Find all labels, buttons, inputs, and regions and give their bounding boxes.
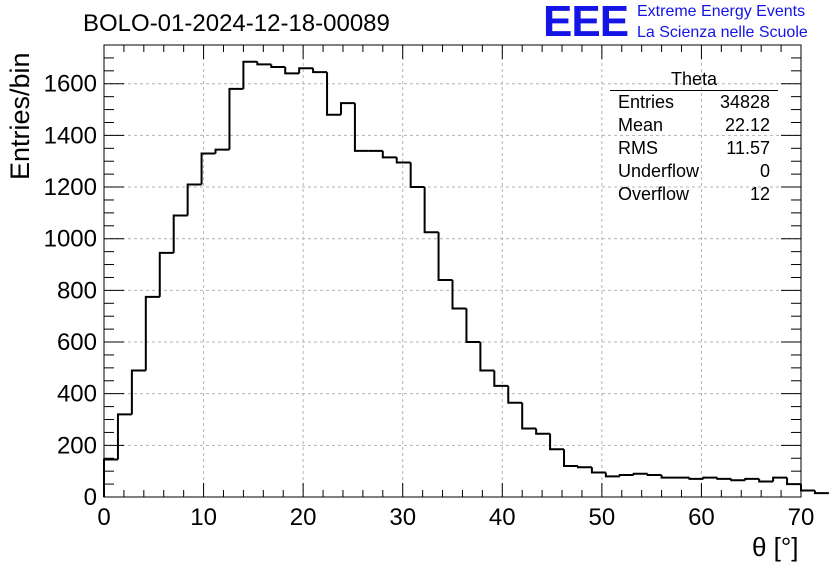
x-tick-label: 70 <box>788 504 815 531</box>
histogram-bin <box>772 476 788 482</box>
histogram-bin <box>353 103 369 152</box>
histogram-bin <box>632 472 648 476</box>
histogram-bin <box>646 473 662 477</box>
histogram-bin <box>716 477 732 480</box>
histogram-bin <box>214 148 230 154</box>
histogram-bin <box>130 369 146 415</box>
y-tick-label: 600 <box>57 329 97 356</box>
y-tick-label: 400 <box>57 381 97 408</box>
stats-label: Underflow <box>618 161 700 181</box>
histogram-bin <box>813 490 829 495</box>
histogram-bin <box>618 474 634 477</box>
histogram-bin <box>604 472 620 478</box>
stats-value: 34828 <box>719 92 770 112</box>
x-tick-label: 40 <box>489 504 516 531</box>
stats-label: Entries <box>618 92 675 112</box>
stats-row-rms: RMS 11.57 <box>610 137 778 160</box>
histogram-bin <box>688 477 704 480</box>
y-tick-label: 200 <box>57 432 97 459</box>
histogram-bin <box>103 458 118 497</box>
histogram-bin <box>242 60 258 89</box>
y-tick-label: 1200 <box>44 174 97 201</box>
histogram-bin <box>786 477 801 486</box>
y-tick-label: 1000 <box>44 226 97 253</box>
histogram-bin <box>312 68 328 74</box>
stats-box: Theta Entries 34828 Mean 22.12 RMS 11.57… <box>610 70 778 206</box>
histogram-bin <box>144 295 160 371</box>
chart-title: BOLO-01-2024-12-18-00089 <box>83 10 390 37</box>
histogram-bin <box>437 232 453 282</box>
histogram-bin <box>256 61 272 66</box>
histogram-bin <box>326 72 341 116</box>
stats-value: 0 <box>759 161 770 181</box>
histogram-bin <box>186 183 202 216</box>
stats-value: 11.57 <box>726 138 770 158</box>
histogram-bin <box>576 466 592 469</box>
histogram-bin <box>521 402 537 430</box>
histogram-bin <box>228 87 244 150</box>
x-tick-label: 0 <box>97 504 110 531</box>
histogram-bin <box>298 67 314 74</box>
logo-caption-line2: La Scienza nelle Scuole <box>637 24 808 41</box>
histogram-bin <box>284 66 300 75</box>
histogram-bin <box>381 150 397 159</box>
histogram-bin <box>409 162 425 189</box>
histogram-bin <box>200 152 216 185</box>
histogram-bin <box>423 187 439 234</box>
histogram-bin <box>549 433 565 451</box>
histogram-bin <box>563 449 578 468</box>
y-tick-label: 1400 <box>44 122 97 149</box>
stats-label: RMS <box>618 138 658 158</box>
y-tick-label: 1600 <box>44 71 97 98</box>
histogram-bin <box>493 370 509 387</box>
stats-row-mean: Mean 22.12 <box>610 114 778 137</box>
x-axis-label: θ [°] <box>752 532 799 562</box>
histogram-bin <box>451 280 467 310</box>
x-tick-label: 50 <box>589 504 616 531</box>
histogram-bin <box>465 308 481 344</box>
histogram-bin <box>116 413 132 460</box>
plot-frame <box>103 44 802 498</box>
stats-value: 12 <box>749 184 770 204</box>
histogram-bin <box>535 428 551 435</box>
x-tick-label: 60 <box>688 504 715 531</box>
stats-row-entries: Entries 34828 <box>610 91 778 114</box>
stats-title: Theta <box>610 70 778 91</box>
histogram-bin <box>479 342 495 372</box>
histogram-bin <box>758 478 774 483</box>
histogram-bin <box>395 157 411 164</box>
histogram-bin <box>172 214 188 253</box>
stats-row-overflow: Overflow 12 <box>610 183 778 206</box>
histogram-bin <box>590 467 606 474</box>
y-axis-label: Entries/bin <box>5 52 35 180</box>
stats-label: Overflow <box>618 184 690 204</box>
x-tick-label: 30 <box>389 504 416 531</box>
histogram-bin <box>270 64 286 68</box>
stats-label: Mean <box>618 115 664 135</box>
histogram-bin <box>158 251 174 297</box>
histogram-bin <box>339 102 355 115</box>
histogram-bin <box>800 484 815 492</box>
histogram-bin <box>744 477 760 481</box>
eee-logo: EEE <box>543 0 629 46</box>
histogram-bin <box>507 385 523 404</box>
histogram-bin <box>702 476 718 479</box>
x-tick-label: 20 <box>290 504 317 531</box>
y-tick-label: 800 <box>57 277 97 304</box>
y-tick-label: 0 <box>84 484 97 511</box>
histogram-bin <box>730 478 746 482</box>
stats-value: 22.12 <box>724 115 770 135</box>
logo-caption-line1: Extreme Energy Events <box>637 3 806 20</box>
histogram-bin <box>660 475 676 479</box>
stats-row-underflow: Underflow 0 <box>610 160 778 183</box>
x-tick-label: 10 <box>190 504 217 531</box>
